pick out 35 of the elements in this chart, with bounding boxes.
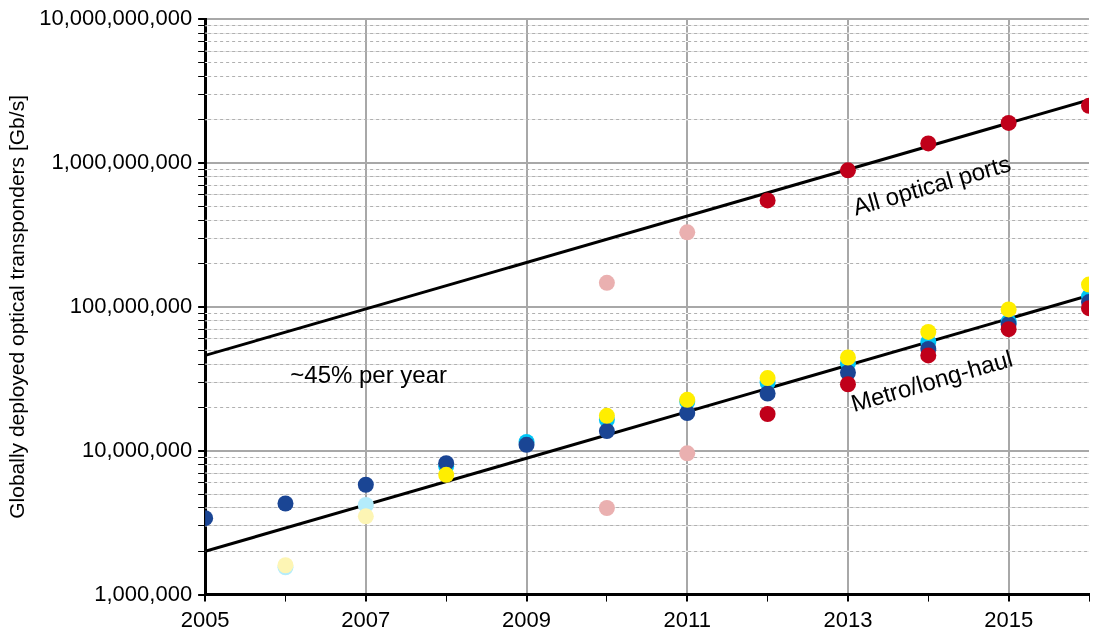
point	[1000, 301, 1017, 318]
point	[357, 476, 374, 493]
point	[598, 274, 615, 291]
y-tick-label: 1,000,000	[94, 580, 193, 606]
point	[759, 192, 776, 209]
y-axis-title: Globally deployed optical transponders [Gb/s]	[5, 95, 29, 519]
x-tick-label: 2015	[984, 606, 1034, 632]
x-tick-label: 2013	[823, 606, 873, 632]
point	[759, 406, 776, 423]
point	[277, 495, 294, 512]
x-tick-label: 2011	[663, 606, 711, 632]
x-tick-label: 2007	[341, 606, 391, 632]
point	[1000, 114, 1017, 131]
point	[920, 135, 937, 152]
point	[357, 508, 374, 525]
point	[1000, 321, 1017, 338]
point	[759, 385, 776, 402]
annotation: All optical ports	[849, 149, 1014, 221]
point	[839, 162, 856, 179]
point	[598, 407, 615, 424]
y-tick-label: 100,000,000	[69, 292, 193, 318]
y-tick-label: 10,000,000	[82, 436, 193, 462]
point	[598, 499, 615, 516]
point	[679, 405, 696, 421]
y-tick-label: 1,000,000,000	[51, 149, 193, 175]
point	[759, 370, 776, 387]
point	[679, 224, 696, 241]
y-tick-label: 10,000,000,000	[39, 5, 193, 31]
point	[438, 466, 455, 483]
x-tick-label: 2005	[180, 606, 230, 632]
annotation: ~45% per year	[290, 360, 448, 388]
point	[679, 445, 696, 462]
point	[598, 423, 615, 440]
x-tick-label: 2009	[502, 606, 552, 632]
point	[920, 323, 937, 340]
